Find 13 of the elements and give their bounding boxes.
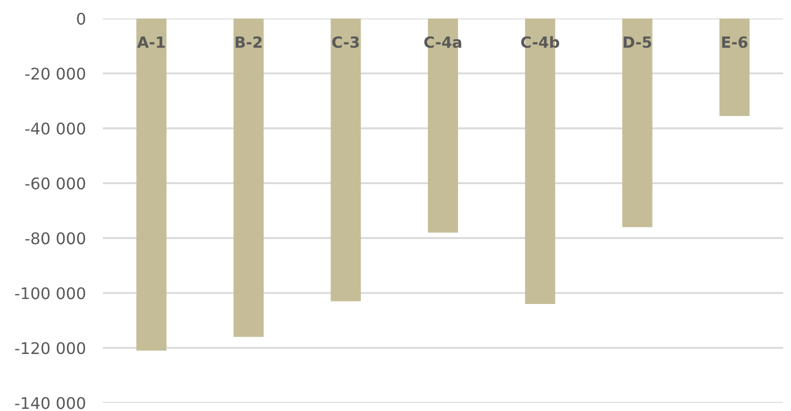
y-tick-label: -120 000	[15, 342, 86, 354]
y-tick-label: -140 000	[15, 396, 86, 410]
y-tick-label: -80 000	[25, 232, 86, 244]
y-tick-label: 0	[77, 12, 86, 25]
y-tick-label: -100 000	[15, 287, 86, 300]
y-tick-label: -60 000	[25, 177, 86, 190]
x-tick-label: D-5	[624, 36, 652, 48]
y-tick-label: -40 000	[25, 122, 86, 135]
y-tick-label: -20 000	[25, 68, 86, 80]
x-tick-label: A-1	[137, 36, 165, 48]
x-tick-label: E-6	[722, 36, 748, 48]
x-tick-label: B-2	[236, 36, 262, 48]
x-tick-label: C-3	[332, 36, 359, 48]
